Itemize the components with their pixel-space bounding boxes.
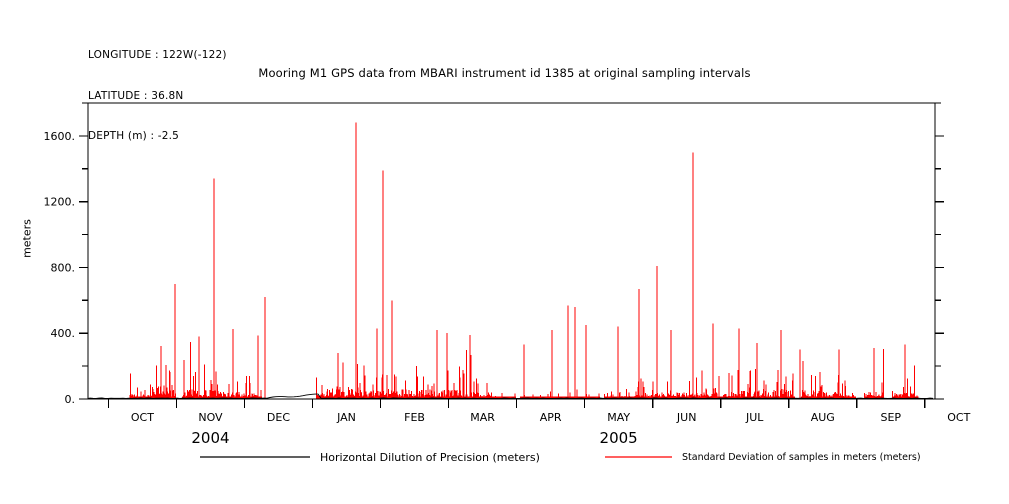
- x-tick-label: MAY: [607, 411, 630, 424]
- y-tick-label: 1600.: [44, 130, 76, 143]
- x-tick-label: MAR: [470, 411, 495, 424]
- chart-legend: Horizontal Dilution of Precision (meters…: [200, 451, 921, 464]
- x-tick-label: OCT: [131, 411, 154, 424]
- x-tick-label: JAN: [336, 411, 356, 424]
- x-tick-label: JUL: [745, 411, 764, 424]
- x-year-label: 2004: [191, 429, 229, 447]
- y-tick-label: 0.: [65, 393, 76, 406]
- legend-label-hdop: Horizontal Dilution of Precision (meters…: [320, 451, 540, 464]
- x-year-label: 2005: [600, 429, 638, 447]
- x-tick-label: FEB: [404, 411, 425, 424]
- y-tick-label: 400.: [51, 327, 76, 340]
- x-tick-label: NOV: [198, 411, 223, 424]
- series-standard-deviation: [129, 122, 919, 399]
- depth-label: DEPTH (m) : -2.5: [88, 130, 180, 142]
- x-tick-label: AUG: [811, 411, 835, 424]
- axis-labels-layer: 0. 400. 800. 1200. 1600. OCT NOV DEC JAN FEB MAR AP…: [44, 130, 971, 447]
- longitude-label: LONGITUDE : 122W(-122): [88, 49, 227, 61]
- axes-layer: [79, 102, 944, 408]
- y-tick-label: 1200.: [44, 196, 76, 209]
- x-tick-label: JUN: [676, 411, 697, 424]
- y-tick-label: 800.: [51, 261, 76, 274]
- x-tick-label: OCT: [947, 411, 970, 424]
- latitude-label: LATITUDE : 36.8N: [88, 89, 184, 102]
- page-title: Mooring M1 GPS data from MBARI instrumen…: [258, 66, 751, 80]
- x-tick-label: DEC: [267, 411, 290, 424]
- x-tick-label: APR: [540, 411, 562, 424]
- station-metadata: LONGITUDE : 122W(-122) LATITUDE : 36.8N …: [88, 22, 227, 171]
- legend-label-stddev: Standard Deviation of samples in meters …: [682, 452, 921, 463]
- x-tick-label: SEP: [880, 411, 901, 424]
- data-layer: [87, 122, 934, 399]
